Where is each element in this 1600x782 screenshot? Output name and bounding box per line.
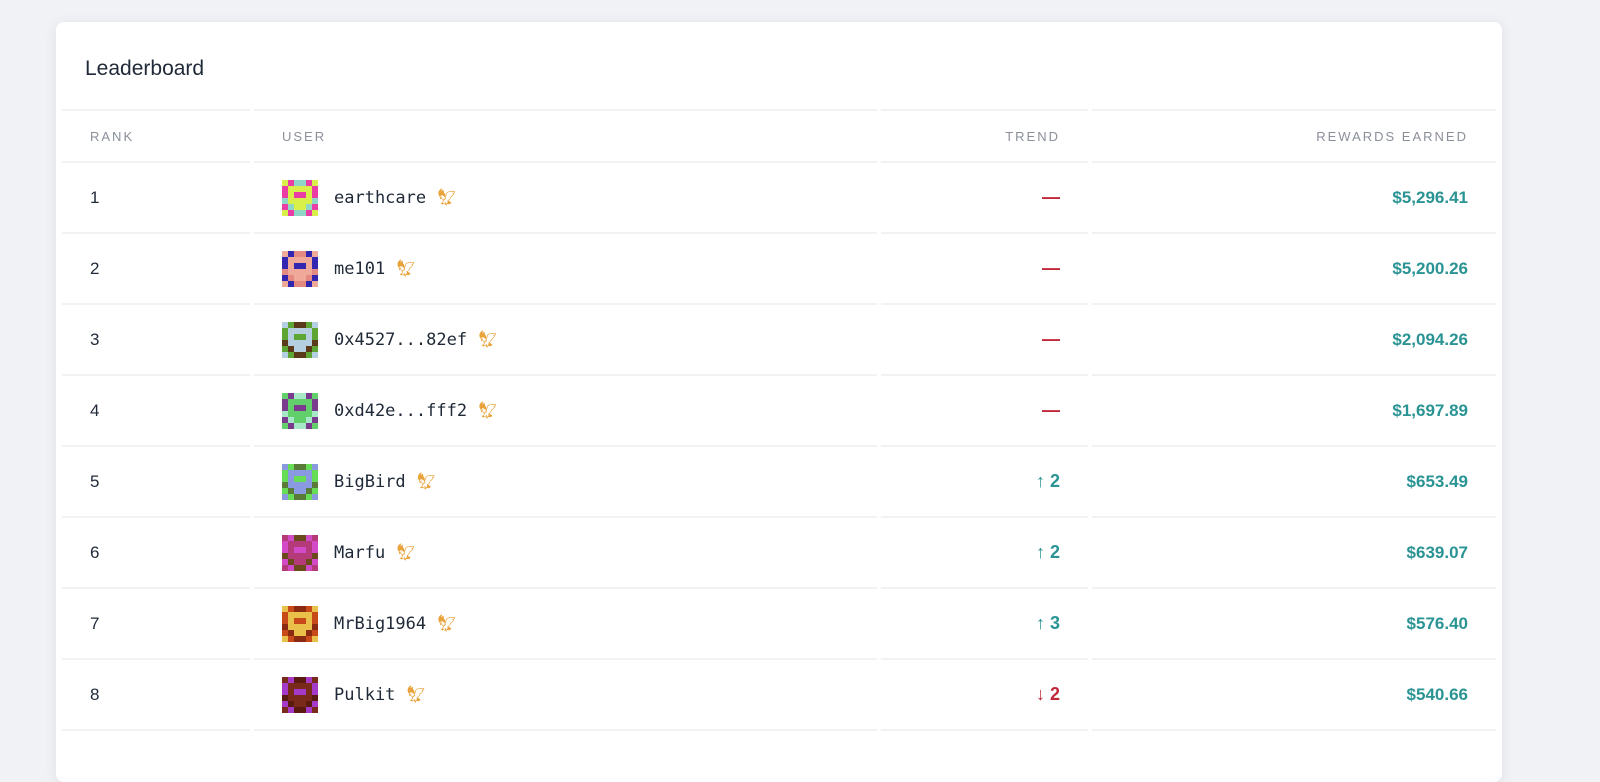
table-row[interactable]: 4 0xd42e...fff2 🦅︎ — $1,697.89: [62, 376, 1496, 447]
username-link[interactable]: Marfu: [334, 542, 386, 563]
rank-cell: 5: [62, 447, 250, 518]
arrow-up-icon: ↑: [1035, 471, 1050, 491]
card-title: Leaderboard: [85, 57, 205, 80]
rank-cell: 7: [62, 589, 250, 660]
trend-cell: —: [881, 376, 1088, 447]
rewards-cell: $576.40: [1092, 589, 1496, 660]
trend-value: 2: [1049, 471, 1060, 491]
table-header-row: RANK USER TREND REWARDS EARNED: [62, 109, 1496, 163]
rewards-cell: $653.49: [1092, 447, 1496, 518]
eagle-icon: 🦅︎: [477, 329, 499, 350]
eagle-icon: 🦅︎: [395, 258, 417, 279]
leaderboard-card: Leaderboard RANK USER TREND REWARDS EARN…: [56, 22, 1502, 782]
username-link[interactable]: earthcare: [334, 187, 427, 208]
column-header-user[interactable]: USER: [254, 109, 877, 163]
rewards-cell: $1,697.89: [1092, 376, 1496, 447]
avatar: [282, 392, 318, 429]
arrow-up-icon: ↑: [1035, 613, 1050, 633]
eagle-icon: 🦅︎: [395, 542, 417, 563]
username-link[interactable]: me101: [334, 258, 386, 279]
eagle-icon: 🦅︎: [405, 684, 428, 705]
user-cell: 0x4527...82ef 🦅︎: [254, 305, 877, 376]
column-header-trend[interactable]: TREND: [881, 109, 1088, 163]
rewards-cell: $540.66: [1092, 660, 1496, 731]
arrow-down-icon: ↓: [1035, 684, 1050, 704]
username-link[interactable]: MrBig1964: [334, 613, 427, 634]
trend-value: —: [1042, 400, 1060, 420]
user-cell: BigBird 🦅︎: [254, 447, 877, 518]
rewards-cell: $639.07: [1092, 518, 1496, 589]
arrow-up-icon: ↑: [1035, 542, 1050, 562]
eagle-icon: 🦅︎: [415, 471, 438, 492]
table-row[interactable]: 5 BigBird 🦅︎ ↑ 2 $653.49: [62, 447, 1496, 518]
user-cell: 0xd42e...fff2 🦅︎: [254, 376, 877, 447]
trend-value: 2: [1049, 542, 1060, 562]
avatar: [282, 179, 318, 216]
rank-cell: 2: [62, 234, 250, 305]
user-cell: Pulkit 🦅︎: [254, 660, 877, 731]
rank-cell: 4: [62, 376, 250, 447]
avatar: [282, 534, 318, 571]
trend-cell: ↑ 2: [881, 518, 1088, 589]
user-cell: MrBig1964 🦅︎: [254, 589, 877, 660]
user-cell: Marfu 🦅︎: [254, 518, 877, 589]
username-link[interactable]: 0x4527...82ef: [334, 329, 468, 350]
column-header-rewards[interactable]: REWARDS EARNED: [1092, 109, 1496, 163]
avatar: [282, 676, 318, 713]
rewards-cell: $2,094.26: [1092, 305, 1496, 376]
avatar: [282, 463, 318, 500]
trend-value: —: [1042, 187, 1060, 207]
table-row[interactable]: 1 earthcare 🦅︎ — $5,296.41: [62, 163, 1496, 234]
trend-value: 3: [1049, 613, 1060, 633]
column-header-rank[interactable]: RANK: [62, 109, 250, 163]
username-link[interactable]: BigBird: [334, 471, 406, 492]
table-row[interactable]: 6 Marfu 🦅︎ ↑ 2 $639.07: [62, 518, 1496, 589]
rank-cell: 1: [62, 163, 250, 234]
table-row[interactable]: 2 me101 🦅︎ — $5,200.26: [62, 234, 1496, 305]
trend-cell: —: [881, 234, 1088, 305]
rank-cell: 3: [62, 305, 250, 376]
eagle-icon: 🦅︎: [436, 613, 458, 634]
eagle-icon: 🦅︎: [477, 400, 499, 421]
eagle-icon: 🦅︎: [436, 187, 458, 208]
table-row[interactable]: 7 MrBig1964 🦅︎ ↑ 3 $576.40: [62, 589, 1496, 660]
trend-cell: —: [881, 163, 1088, 234]
username-link[interactable]: Pulkit: [334, 684, 396, 705]
leaderboard-table: RANK USER TREND REWARDS EARNED 1 earthca…: [58, 109, 1500, 731]
avatar: [282, 605, 318, 642]
trend-value: 2: [1049, 684, 1060, 704]
rewards-cell: $5,296.41: [1092, 163, 1496, 234]
trend-value: —: [1042, 258, 1060, 278]
user-cell: me101 🦅︎: [254, 234, 877, 305]
username-link[interactable]: 0xd42e...fff2: [334, 400, 468, 421]
trend-cell: —: [881, 305, 1088, 376]
rank-cell: 6: [62, 518, 250, 589]
trend-cell: ↓ 2: [881, 660, 1088, 731]
avatar: [282, 250, 318, 287]
table-row[interactable]: 3 0x4527...82ef 🦅︎ — $2,094.26: [62, 305, 1496, 376]
trend-cell: ↑ 2: [881, 447, 1088, 518]
avatar: [282, 321, 318, 358]
rewards-cell: $5,200.26: [1092, 234, 1496, 305]
table-row[interactable]: 8 Pulkit 🦅︎ ↓ 2 $540.66: [62, 660, 1496, 731]
trend-value: —: [1042, 329, 1060, 349]
trend-cell: ↑ 3: [881, 589, 1088, 660]
rank-cell: 8: [62, 660, 250, 731]
user-cell: earthcare 🦅︎: [254, 163, 877, 234]
